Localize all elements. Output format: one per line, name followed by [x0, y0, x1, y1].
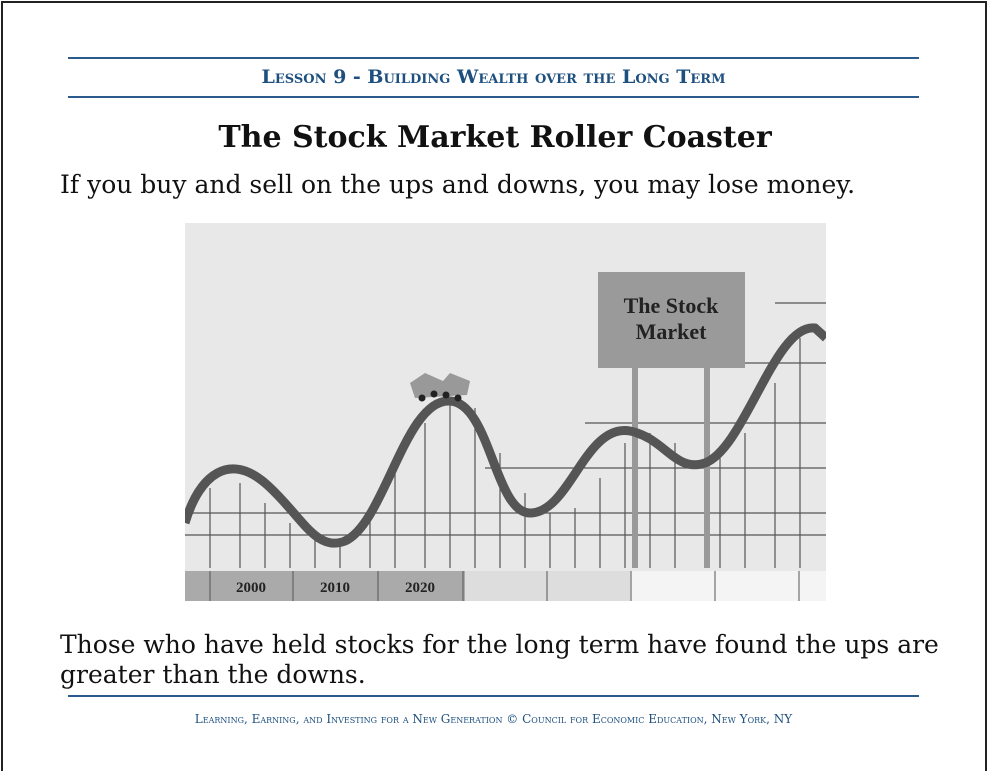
year-label: 2000 — [236, 580, 266, 596]
rule — [68, 57, 919, 59]
rule — [68, 96, 919, 98]
year-band — [630, 571, 826, 601]
illustration: The Stock Market 2000 2010 2020 — [185, 223, 826, 601]
slide: Lesson 9 - Building Wealth over the Long… — [0, 0, 990, 771]
title: The Stock Market Roller Coaster — [0, 120, 990, 155]
year-label: 2010 — [320, 580, 350, 596]
sign-text: The Stock — [624, 293, 720, 318]
lesson-header: Lesson 9 - Building Wealth over the Long… — [68, 66, 919, 88]
sign-text: Market — [636, 319, 708, 344]
conclusion: Those who have held stocks for the long … — [60, 630, 940, 690]
intro: If you buy and sell on the ups and downs… — [60, 170, 855, 199]
footer: Learning, Earning, and Investing for a N… — [68, 712, 919, 726]
year-label: 2020 — [405, 580, 435, 596]
rule — [68, 695, 919, 697]
